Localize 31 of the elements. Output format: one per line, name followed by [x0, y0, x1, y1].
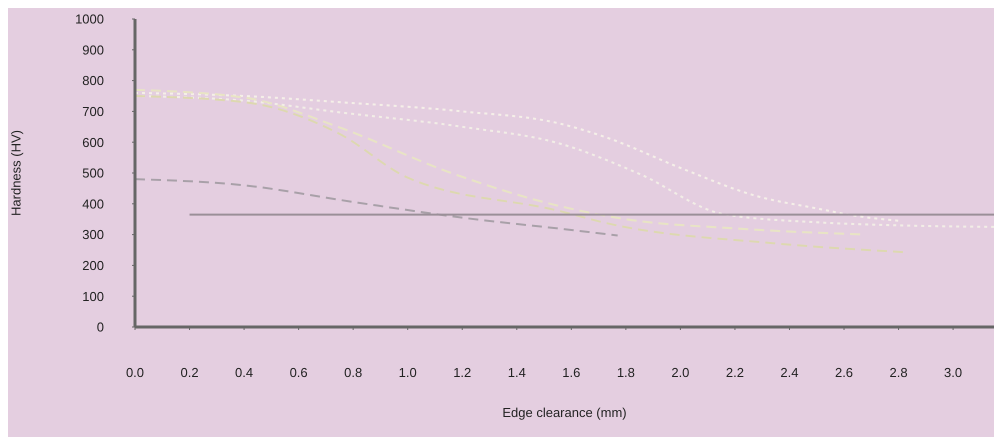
y-tick-label: 800: [82, 73, 104, 88]
x-tick-label: 2.4: [780, 365, 799, 380]
y-tick-label: 400: [82, 196, 104, 212]
x-tick-label: 1.6: [562, 365, 580, 380]
y-tick-label: 200: [82, 258, 104, 274]
x-tick-label: 2.8: [890, 365, 908, 380]
x-tick-label: 1.4: [508, 365, 526, 380]
y-tick-label: 900: [82, 42, 104, 58]
y-tick-label: 100: [82, 288, 104, 304]
y-tick-label: 1000: [75, 12, 104, 27]
x-axis-title: Edge clearance (mm): [502, 405, 627, 420]
y-tick-label: 300: [82, 227, 104, 242]
x-tick-label: 1.0: [398, 365, 417, 380]
line-series: [135, 178, 619, 237]
x-tick-label: 0.4: [235, 365, 254, 380]
line-series: [135, 95, 906, 254]
x-tick-label: 2.6: [834, 365, 854, 380]
x-tick-label: 1.8: [616, 365, 635, 380]
x-tick-label: 0.6: [290, 365, 308, 380]
x-tick-label: 3.0: [944, 365, 962, 380]
x-tick-label: 2.2: [726, 365, 744, 380]
y-tick-label: 600: [82, 134, 104, 150]
y-tick-label: 700: [82, 104, 104, 120]
x-tick-label: 0.8: [344, 365, 362, 380]
x-tick-label: 0.2: [180, 365, 199, 380]
x-tick-label: 2.0: [671, 365, 690, 380]
y-tick-label: 500: [82, 166, 104, 181]
y-axis-title: Hardness (HV): [8, 130, 24, 216]
x-tick-label: 1.2: [453, 365, 472, 380]
y-tick-label: 0: [96, 320, 104, 335]
x-tick-label: 0.0: [126, 365, 144, 380]
